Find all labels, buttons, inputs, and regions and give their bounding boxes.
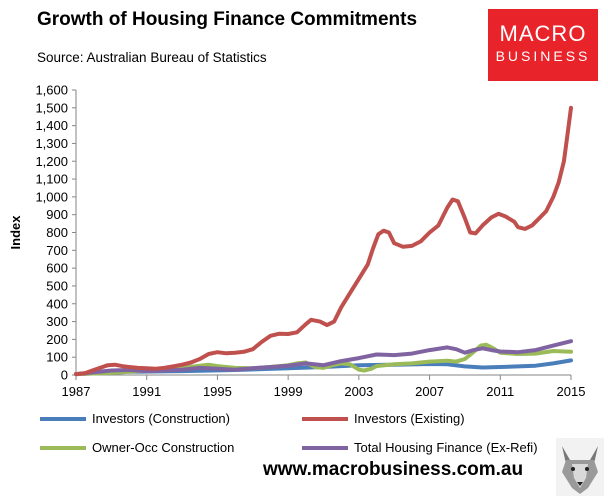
series-line-investors-existing bbox=[74, 105, 573, 377]
macrobusiness-logo: MACRO BUSINESS bbox=[488, 9, 598, 81]
x-tick-label: 1995 bbox=[203, 384, 232, 399]
y-tick-label: 1,600 bbox=[35, 83, 68, 98]
logo-line-1: MACRO bbox=[499, 21, 587, 46]
y-tick-label: 500 bbox=[46, 278, 68, 293]
series-line-owner-occ-construction bbox=[74, 342, 573, 377]
y-tick-label: 600 bbox=[46, 261, 68, 276]
x-tick-label: 2011 bbox=[486, 384, 514, 399]
footer-url: www.macrobusiness.com.au bbox=[263, 459, 524, 480]
y-tick-label: 400 bbox=[46, 296, 68, 311]
y-tick-label: 1,300 bbox=[35, 136, 68, 151]
y-tick-label: 1,500 bbox=[35, 100, 68, 115]
y-tick-label: 0 bbox=[61, 368, 68, 383]
y-tick-label: 1,100 bbox=[35, 172, 68, 187]
legend-label-investors-construction: Investors (Construction) bbox=[92, 411, 230, 426]
y-tick-label: 900 bbox=[46, 207, 68, 222]
series-line-total-housing-finance-ex-refi bbox=[74, 339, 573, 377]
x-tick-label: 1991 bbox=[132, 384, 161, 399]
legend-label-investors-existing: Investors (Existing) bbox=[354, 411, 465, 426]
legend-item-investors-existing: Investors (Existing) bbox=[302, 411, 465, 426]
y-tick-label: 300 bbox=[46, 314, 68, 329]
legend-swatch-total-housing-finance bbox=[302, 445, 348, 450]
wolf-mascot-icon bbox=[556, 438, 604, 496]
chart-title: Growth of Housing Finance Commitments bbox=[37, 9, 418, 30]
chart-source: Source: Australian Bureau of Statistics bbox=[37, 50, 267, 65]
y-tick-label: 800 bbox=[46, 225, 68, 240]
y-tick-label: 1,000 bbox=[35, 189, 68, 204]
legend-item-owner-occ-construction: Owner-Occ Construction bbox=[40, 440, 234, 455]
legend-label-owner-occ-construction: Owner-Occ Construction bbox=[92, 440, 235, 455]
legend-label-total-housing-finance: Total Housing Finance (Ex-Refi) bbox=[354, 440, 538, 455]
legend-swatch-investors-existing bbox=[302, 416, 348, 421]
y-tick-label: 1,400 bbox=[35, 118, 68, 133]
x-tick-label: 1999 bbox=[274, 384, 303, 399]
x-tick-label: 1987 bbox=[62, 384, 91, 399]
y-tick-label: 200 bbox=[46, 332, 68, 347]
y-tick-label: 700 bbox=[46, 243, 68, 258]
legend-item-investors-construction: Investors (Construction) bbox=[40, 411, 230, 426]
x-tick-label: 2015 bbox=[557, 384, 586, 399]
legend-swatch-investors-construction bbox=[40, 416, 86, 421]
y-tick-label: 100 bbox=[46, 350, 68, 365]
legend-item-total-housing-finance: Total Housing Finance (Ex-Refi) bbox=[302, 440, 538, 455]
y-axis-label: Index bbox=[8, 215, 23, 250]
x-tick-label: 2003 bbox=[344, 384, 373, 399]
legend-swatch-owner-occ-construction bbox=[40, 445, 86, 450]
logo-line-2: BUSINESS bbox=[495, 48, 591, 64]
y-tick-label: 1,200 bbox=[35, 154, 68, 169]
x-tick-label: 2007 bbox=[415, 384, 444, 399]
